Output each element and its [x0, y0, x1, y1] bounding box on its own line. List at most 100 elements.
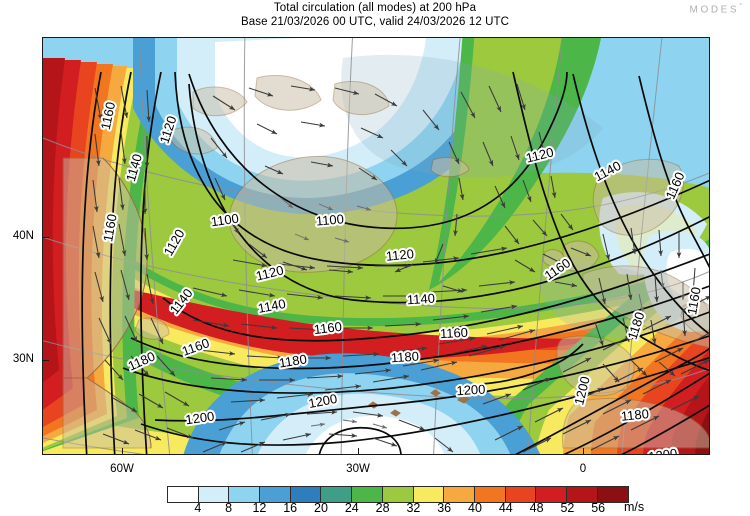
colorbar-tick-56: 56: [591, 501, 606, 515]
colorbar-segment-1[interactable]: [198, 487, 230, 502]
svg-text:1140: 1140: [406, 290, 435, 307]
svg-text:1160: 1160: [440, 325, 469, 341]
colorbar-segment-11[interactable]: [505, 487, 537, 502]
colorbar-tick-8: 8: [225, 501, 233, 515]
colorbar-tick-40: 40: [468, 501, 482, 515]
xtick-label-0: 0: [579, 463, 587, 475]
colorbar-segment-9[interactable]: [444, 487, 475, 502]
colorbar-segment-8[interactable]: [413, 487, 445, 502]
colorbar-segment-10[interactable]: [474, 487, 506, 502]
svg-text:1140: 1140: [257, 296, 287, 316]
colorbar-segment-13[interactable]: [566, 487, 598, 502]
colorbar-tick-28: 28: [375, 501, 390, 515]
svg-text:1200: 1200: [307, 391, 338, 411]
colorbar[interactable]: [167, 486, 630, 503]
svg-text:1100: 1100: [315, 211, 344, 228]
xtick-mark: [358, 448, 360, 455]
svg-text:1200: 1200: [647, 446, 678, 455]
colorbar-tick-32: 32: [406, 501, 421, 515]
svg-text:1180: 1180: [390, 348, 419, 365]
xtick-mark: [583, 448, 585, 455]
svg-text:1180: 1180: [390, 348, 419, 365]
modes-logo-text: MODES: [689, 4, 740, 16]
svg-text:1120: 1120: [254, 262, 285, 283]
colorbar-tick-36: 36: [437, 501, 452, 515]
modes-logo-mark: °: [739, 3, 742, 10]
page-subtitle: Base 21/03/2026 00 UTC, valid 24/03/2026…: [240, 16, 510, 28]
svg-text:1160: 1160: [440, 325, 469, 341]
svg-text:1200: 1200: [571, 375, 593, 407]
page-title: Total circulation (all modes) at 200 hPa: [273, 2, 477, 14]
svg-text:1160: 1160: [100, 213, 120, 243]
colorbar-tick-12: 12: [252, 501, 267, 515]
svg-text:1180: 1180: [278, 351, 308, 370]
svg-text:1120: 1120: [385, 246, 414, 264]
ytick-mark: [42, 237, 49, 239]
xtick-label-60W: 60W: [110, 463, 134, 475]
colorbar-tick-52: 52: [560, 501, 575, 515]
colorbar-tick-24: 24: [344, 501, 359, 515]
svg-text:1160: 1160: [98, 101, 118, 131]
svg-text:1120: 1120: [524, 144, 555, 165]
colorbar-segment-6[interactable]: [352, 487, 383, 502]
colorbar-segment-5[interactable]: [321, 487, 353, 502]
svg-text:1200: 1200: [184, 409, 215, 428]
xtick-mark: [122, 448, 124, 455]
svg-text:1200: 1200: [456, 382, 486, 398]
ytick-mark: [42, 360, 49, 362]
colorbar-tick-48: 48: [529, 501, 544, 515]
colorbar-segment-2[interactable]: [229, 487, 261, 502]
modes-logo: MODES°: [690, 3, 742, 15]
title-block: Total circulation (all modes) at 200 hPa…: [0, 1, 750, 29]
wind-vectors-weak: [280, 197, 686, 429]
svg-text:1180: 1180: [278, 351, 308, 370]
colorbar-segment-4[interactable]: [290, 487, 322, 502]
colorbar-segment-12[interactable]: [536, 487, 567, 502]
svg-text:1160: 1160: [100, 213, 120, 243]
ytick-label-40N: 40N: [12, 230, 34, 242]
svg-text:1200: 1200: [647, 446, 678, 455]
svg-text:1100: 1100: [210, 211, 240, 230]
height-contours: [81, 71, 709, 454]
colorbar-tick-44: 44: [498, 501, 513, 515]
colorbar-segment-14[interactable]: [597, 487, 629, 502]
colorbar-segment-3[interactable]: [260, 487, 291, 502]
svg-text:1160: 1160: [313, 319, 343, 337]
svg-text:1100: 1100: [210, 211, 240, 230]
svg-text:1160: 1160: [313, 319, 343, 337]
ytick-label-30N: 30N: [12, 353, 34, 365]
map-plot-area[interactable]: 1160 1160 1120 1120 1140 1140 1160 1160 1100 1100…: [42, 37, 710, 455]
wind-vectors: [92, 83, 709, 453]
colorbar-tick-16: 16: [283, 501, 298, 515]
colorbar-tick-20: 20: [314, 501, 328, 515]
svg-text:1100: 1100: [315, 211, 344, 228]
svg-text:1180: 1180: [620, 406, 649, 424]
colorbar-unit-label: m/s: [624, 500, 645, 514]
colorbar-segment-7[interactable]: [382, 487, 414, 502]
svg-text:1200: 1200: [456, 382, 486, 398]
svg-text:1140: 1140: [123, 152, 145, 183]
svg-text:1160: 1160: [684, 286, 704, 316]
svg-text:1140: 1140: [406, 290, 435, 307]
svg-text:1180: 1180: [620, 406, 649, 424]
svg-text:1200: 1200: [184, 409, 215, 428]
colorbar-segment-0[interactable]: [168, 487, 199, 502]
colorbar-tick-4: 4: [194, 501, 202, 515]
xtick-label-30W: 30W: [346, 463, 370, 475]
svg-text:1160: 1160: [684, 286, 704, 316]
